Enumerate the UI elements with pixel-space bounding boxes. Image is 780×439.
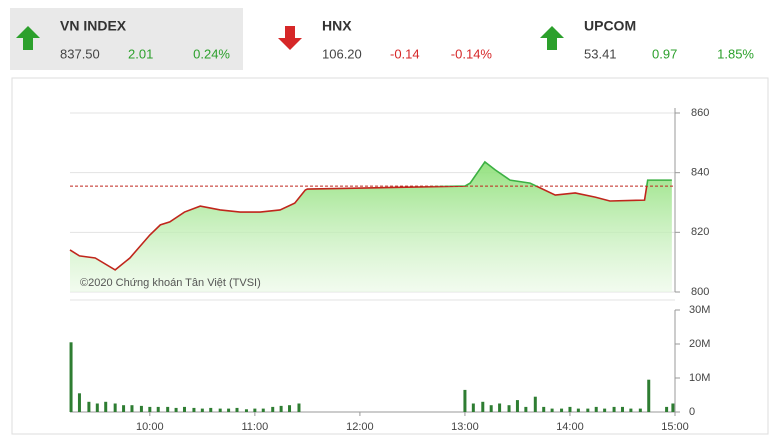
- index-highlight: [10, 8, 243, 70]
- direction-arrow: [16, 26, 40, 50]
- index-name: HNX: [322, 18, 352, 34]
- volume-bar: [612, 406, 616, 412]
- volume-bar: [148, 406, 152, 412]
- x-tick-label: 13:00: [451, 421, 479, 433]
- volume-bar: [594, 406, 598, 412]
- volume-bar: [261, 408, 265, 412]
- volume-bar: [104, 401, 108, 412]
- volume-bar: [297, 403, 301, 412]
- y-tick-label: 820: [691, 226, 709, 238]
- volume-bar: [192, 407, 196, 412]
- volume-bar: [77, 393, 81, 412]
- volume-bar: [279, 405, 283, 412]
- volume-bar: [533, 396, 537, 412]
- volume-bar: [122, 405, 126, 412]
- index-percent: 1.85%: [717, 46, 754, 61]
- volume-bar: [182, 406, 186, 412]
- volume-bar: [218, 408, 222, 412]
- volume-bar: [489, 405, 493, 412]
- volume-bar: [244, 409, 248, 412]
- y-tick-label: 20M: [689, 338, 710, 350]
- volume-bar: [69, 342, 73, 412]
- index-name: UPCOM: [584, 18, 636, 34]
- index-change: 2.01: [128, 46, 153, 61]
- x-tick-label: 14:00: [556, 421, 584, 433]
- x-tick-label: 11:00: [242, 421, 269, 433]
- y-tick-label: 800: [691, 286, 709, 298]
- volume-bar: [209, 407, 213, 412]
- index-price: 53.41: [584, 46, 617, 61]
- volume-bar: [235, 407, 239, 412]
- index-change: 0.97: [652, 46, 677, 61]
- y-tick-label: 0: [689, 406, 695, 418]
- annotation: ©2020 Chứng khoán Tân Việt (TVSI): [80, 277, 261, 289]
- volume-bar: [647, 379, 651, 412]
- direction-arrow: [278, 26, 302, 50]
- volume-bar: [481, 401, 485, 412]
- volume-bar: [629, 408, 633, 412]
- volume-bar: [288, 405, 292, 412]
- x-tick-label: 15:00: [661, 421, 689, 433]
- volume-bar: [130, 405, 134, 412]
- volume-bar: [139, 405, 143, 412]
- volume-bar: [568, 406, 572, 412]
- volume-bar: [550, 408, 554, 412]
- volume-bar: [586, 408, 590, 412]
- volume-bar: [524, 406, 528, 412]
- volume-bar: [471, 403, 475, 412]
- y-tick-label: 30M: [689, 304, 710, 316]
- volume-bar: [560, 408, 564, 412]
- index-percent: -0.14%: [451, 46, 493, 61]
- volume-bar: [507, 405, 511, 412]
- index-price: 837.50: [60, 46, 100, 61]
- y-tick-label: 840: [691, 167, 709, 179]
- index-percent: 0.24%: [193, 46, 230, 61]
- volume-bar: [156, 406, 160, 412]
- volume-bar: [498, 403, 502, 412]
- y-tick-label: 10M: [689, 372, 710, 384]
- volume-bar: [576, 408, 580, 412]
- volume-bar: [671, 403, 675, 412]
- volume-bar: [253, 408, 257, 412]
- volume-bar: [174, 407, 178, 412]
- index-price: 106.20: [322, 46, 362, 61]
- volume-bar: [95, 403, 99, 412]
- x-tick-label: 10:00: [136, 421, 164, 433]
- direction-arrow: [540, 26, 564, 50]
- volume-bar: [515, 400, 519, 412]
- index-name: VN INDEX: [60, 18, 127, 34]
- volume-bar: [620, 406, 624, 412]
- price-line: [69, 186, 648, 271]
- volume-bar: [603, 408, 607, 412]
- volume-bar: [87, 401, 91, 412]
- volume-bar: [113, 403, 117, 412]
- volume-bar: [665, 406, 669, 412]
- volume-bar: [271, 406, 275, 412]
- price-area: [70, 161, 672, 292]
- volume-bar: [463, 389, 467, 412]
- y-tick-label: 860: [691, 107, 709, 119]
- volume-bar: [542, 406, 546, 412]
- volume-bar: [638, 408, 642, 412]
- x-tick-label: 12:00: [346, 421, 374, 433]
- volume-bar: [227, 408, 231, 412]
- volume-bar: [200, 408, 204, 412]
- index-change: -0.14: [390, 46, 420, 61]
- volume-bar: [166, 406, 170, 412]
